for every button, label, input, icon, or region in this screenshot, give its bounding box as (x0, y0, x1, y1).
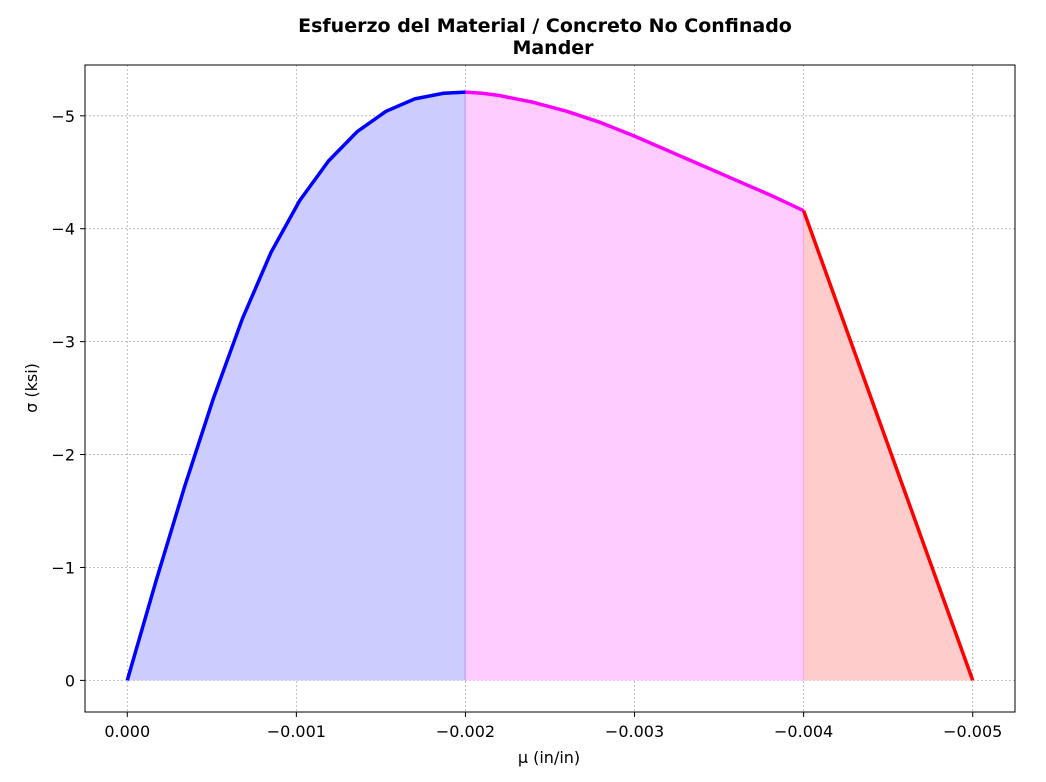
series-lines (125, 90, 975, 681)
series-1-area (127, 92, 466, 681)
y-tick-label: −2 (51, 446, 75, 465)
x-tick-label: −0.005 (943, 722, 1002, 741)
y-tick-label: −5 (51, 107, 75, 126)
x-tick-label: −0.003 (605, 722, 664, 741)
x-axis-label: μ (in/in) (518, 748, 580, 767)
plot-frame (84, 64, 1016, 713)
x-tick-label: 0.000 (104, 722, 150, 741)
y-tick-label: −4 (51, 220, 75, 239)
series-3-line (801, 210, 975, 681)
axis-ticks: 0.000 −0.001 −0.002 −0.003 −0.004 −0.005 0 −1 −2… (51, 107, 1002, 741)
area-fills (127, 92, 973, 681)
x-tick-label: −0.002 (436, 722, 495, 741)
chart-title: Esfuerzo del Material / Concreto No Conf… (298, 15, 792, 37)
y-tick-label: −1 (51, 558, 75, 577)
y-axis-label: σ (ksi) (22, 363, 41, 413)
x-tick-label: −0.001 (267, 722, 326, 741)
y-tick-label: −3 (51, 333, 75, 352)
series-2-area (465, 92, 804, 681)
chart-subtitle: Mander (512, 37, 594, 59)
series-2-line (465, 90, 805, 213)
series-1-line (125, 90, 466, 681)
x-tick-label: −0.004 (774, 722, 833, 741)
y-tick-label: 0 (65, 671, 75, 690)
